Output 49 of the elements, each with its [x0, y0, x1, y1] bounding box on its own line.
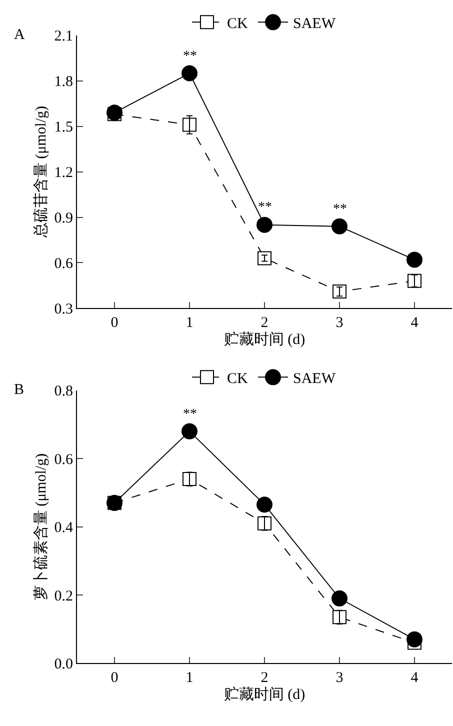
- y-tick-label: 0.6: [54, 256, 74, 272]
- point: [182, 65, 198, 82]
- x-tick-label: 1: [186, 315, 194, 332]
- y-tick-label: 1.5: [54, 120, 73, 136]
- point: [406, 631, 422, 648]
- legend-label: CK: [227, 371, 248, 388]
- point: [256, 216, 272, 233]
- point: [106, 104, 122, 121]
- y-tick-label: 1.8: [54, 74, 73, 90]
- x-tick-label: 2: [260, 670, 268, 686]
- chart-title: A: [14, 27, 25, 43]
- y-tick-label: 0.4: [54, 520, 74, 536]
- y-tick-label: 0.2: [54, 588, 73, 604]
- annotation: **: [183, 407, 197, 422]
- y-tick-label: 2.1: [54, 28, 73, 45]
- y-tick-label: 0.3: [54, 301, 73, 318]
- y-tick-label: 0.8: [54, 384, 73, 400]
- annotation: **: [333, 202, 347, 217]
- chart-title: B: [14, 382, 24, 398]
- y-tick-label: 0.9: [54, 210, 73, 227]
- point: [182, 118, 196, 132]
- y-axis-title: 总硫苷含量 (μmol/g): [32, 106, 50, 239]
- x-tick-label: 0: [110, 670, 118, 686]
- annotation: **: [183, 49, 197, 64]
- point: [182, 423, 198, 440]
- annotation: **: [258, 200, 272, 215]
- x-tick-label: 3: [336, 670, 344, 686]
- legend-label: SAEW: [293, 371, 336, 388]
- x-tick-label: 1: [186, 670, 194, 686]
- y-tick-label: 1.2: [54, 165, 73, 182]
- y-tick-label: 0.6: [54, 452, 74, 468]
- x-tick-label: 2: [260, 315, 268, 332]
- x-tick-label: 3: [336, 315, 344, 332]
- x-axis-title: 贮藏时间 (d): [224, 331, 306, 348]
- point: [406, 252, 422, 268]
- point: [332, 284, 346, 299]
- point: [182, 472, 196, 486]
- x-tick-label: 4: [410, 670, 419, 686]
- y-axis-title: 萝卜硫素含量 (μmol/g): [32, 453, 50, 600]
- x-tick-label: 0: [110, 315, 118, 332]
- legend-label: CK: [227, 16, 248, 32]
- point: [256, 496, 272, 513]
- point: [332, 218, 348, 234]
- x-tick-label: 4: [410, 315, 419, 332]
- point: [258, 251, 272, 266]
- y-tick-label: 0.0: [54, 656, 73, 672]
- point: [332, 590, 348, 606]
- x-axis-title: 贮藏时间 (d): [224, 686, 306, 704]
- legend-label: SAEW: [293, 16, 336, 32]
